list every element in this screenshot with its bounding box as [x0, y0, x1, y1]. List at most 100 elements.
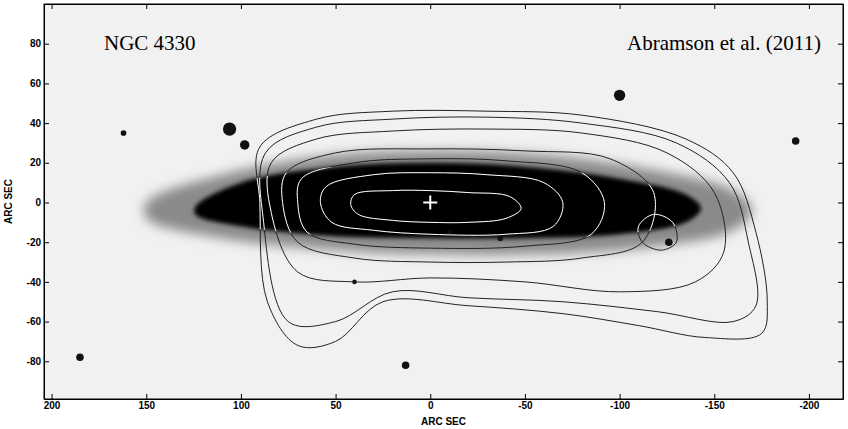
tick-mark	[44, 361, 49, 362]
tick-mark	[809, 394, 810, 399]
tick-mark	[838, 242, 843, 243]
star	[792, 137, 800, 145]
x-axis: 200150100500-50-100-150-200	[44, 394, 844, 411]
tick-mark	[52, 4, 53, 9]
tick-mark	[838, 123, 843, 124]
tick-mark	[44, 163, 49, 164]
tick: -200	[799, 394, 819, 411]
tick	[838, 123, 843, 124]
tick: -20	[27, 237, 49, 248]
tick-label: 200	[44, 400, 61, 411]
tick-label: 40	[30, 118, 42, 129]
contour	[282, 149, 656, 263]
tick-mark	[430, 4, 431, 9]
tick-label: 60	[30, 78, 42, 89]
tick	[838, 361, 843, 362]
star	[665, 238, 673, 246]
tick: -40	[27, 277, 49, 288]
tick: -150	[705, 394, 725, 411]
tick-label: -200	[799, 400, 819, 411]
tick: 0	[428, 394, 434, 411]
tick: 50	[331, 394, 343, 411]
tick	[838, 44, 843, 45]
contour	[256, 110, 768, 347]
contour	[260, 117, 758, 327]
contours-on-disk	[256, 110, 768, 347]
tick-label: -150	[705, 400, 725, 411]
y-axis: -80 -60 -40 -20 0 20 40 60 80	[27, 5, 49, 400]
tick-mark	[838, 44, 843, 45]
tick: -50	[518, 394, 533, 411]
tick: 40	[30, 118, 49, 129]
contour	[638, 214, 677, 250]
tick-mark	[620, 394, 621, 399]
star	[402, 361, 410, 369]
contour	[297, 159, 604, 249]
tick-mark	[714, 4, 715, 9]
tick-mark	[838, 282, 843, 283]
tick	[336, 4, 337, 9]
tick	[620, 4, 621, 9]
tick-mark	[809, 4, 810, 9]
tick	[838, 202, 843, 203]
tick-mark	[44, 44, 49, 45]
contour	[351, 190, 522, 223]
contour	[282, 149, 656, 263]
contour	[297, 159, 604, 249]
tick: 200	[44, 394, 61, 411]
tick-mark	[44, 202, 49, 203]
tick-label: -40	[27, 277, 42, 288]
tick-label: 100	[233, 400, 250, 411]
tick: -80	[27, 356, 49, 367]
tick-label: 0	[428, 400, 434, 411]
tick-label: -80	[27, 356, 42, 367]
tick	[146, 4, 147, 9]
tick-mark	[146, 4, 147, 9]
contour	[260, 117, 758, 327]
tick-mark	[241, 394, 242, 399]
tick	[838, 163, 843, 164]
tick-label: 0	[35, 197, 41, 208]
tick-label: 150	[138, 400, 155, 411]
tick	[838, 83, 843, 84]
contour	[351, 190, 522, 223]
annotation: Abramson et al. (2011)	[627, 31, 821, 55]
y-axis-title: ARC SEC	[3, 179, 14, 224]
tick	[241, 4, 242, 9]
tick-mark	[838, 163, 843, 164]
tick: 0	[35, 197, 49, 208]
star	[447, 230, 452, 235]
tick-mark	[525, 394, 526, 399]
plot-area	[44, 4, 843, 399]
tick: 100	[233, 394, 250, 411]
tick-mark	[44, 322, 49, 323]
tick-mark	[838, 322, 843, 323]
contour	[320, 173, 563, 236]
tick-label: -60	[27, 316, 42, 327]
tick-mark	[336, 4, 337, 9]
contour	[267, 129, 726, 292]
tick-label: 20	[30, 157, 42, 168]
tick-mark	[525, 4, 526, 9]
tick-mark	[44, 123, 49, 124]
tick-label: -50	[518, 400, 533, 411]
tick	[52, 4, 53, 9]
tick-mark	[44, 83, 49, 84]
contour	[320, 173, 563, 236]
tick	[838, 242, 843, 243]
star	[223, 122, 236, 135]
tick: 60	[30, 78, 49, 89]
tick	[809, 4, 810, 9]
tick: 20	[30, 157, 49, 168]
tick-label: 80	[30, 38, 42, 49]
x-axis-top	[45, 4, 844, 9]
tick-mark	[430, 394, 431, 399]
tick-mark	[714, 394, 715, 399]
tick-label: 50	[331, 400, 343, 411]
tick-label: -20	[27, 237, 42, 248]
tick: -60	[27, 316, 49, 327]
contour	[267, 129, 726, 292]
tick: 150	[138, 394, 155, 411]
tick-mark	[241, 4, 242, 9]
x-axis-title: ARC SEC	[421, 416, 466, 427]
